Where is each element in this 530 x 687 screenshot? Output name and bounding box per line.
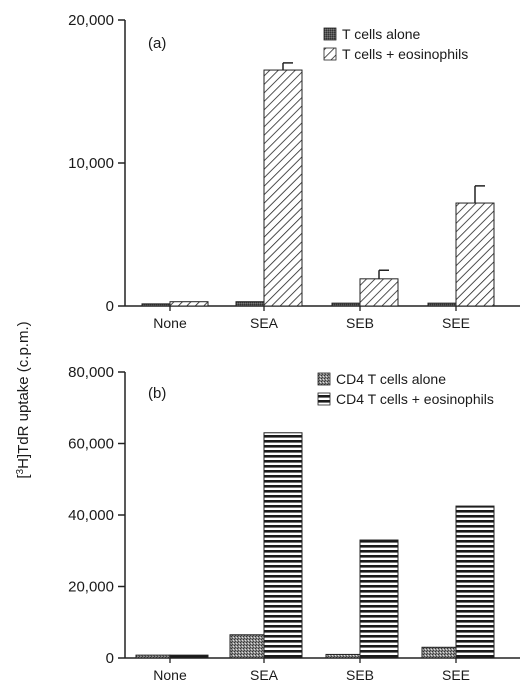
panel-b-category-label: SEE: [442, 667, 470, 683]
panel-a-category-label: SEB: [346, 315, 374, 331]
panel-a: (a) T cells alone T cells + eosinophils …: [68, 12, 520, 331]
panel-a-category-label: SEA: [250, 315, 279, 331]
legend-a-label-1: T cells + eosinophils: [342, 46, 468, 62]
panel-a-label: (a): [148, 35, 166, 52]
legend-a-swatch-0: [323, 27, 337, 41]
legend-a-swatch-1: [323, 47, 337, 61]
panel-b-category-label: None: [153, 667, 187, 683]
y-axis-title-prefix: [: [15, 474, 32, 479]
panel-b-bar-alone-seb: [325, 653, 361, 659]
panel-b-category-label: SEA: [250, 667, 279, 683]
panel-b-label: (b): [148, 385, 166, 402]
legend-a-label-0: T cells alone: [342, 26, 421, 42]
legend-b-label-0: CD4 T cells alone: [336, 371, 446, 387]
panel-b: (b) CD4 T cells alone CD4 T cells + eosi…: [68, 364, 520, 683]
panel-b-bar-with-eosinophils-none: [169, 654, 209, 659]
panel-a-legend: T cells alone T cells + eosinophils: [323, 26, 468, 62]
panel-b-bar-with-eosinophils-see: [455, 505, 495, 659]
panel-a-bar-with-eosinophils-see: [455, 202, 495, 307]
panel-a-bar-alone-sea: [235, 301, 265, 307]
panel-b-legend: CD4 T cells alone CD4 T cells + eosinoph…: [317, 371, 494, 407]
legend-b-label-1: CD4 T cells + eosinophils: [336, 391, 494, 407]
panel-a-bar-alone-none: [141, 303, 171, 307]
panel-b-bar-with-eosinophils-seb: [359, 539, 399, 659]
panel-b-y-tick-label: 80,000: [68, 364, 114, 381]
panel-a-category-label: None: [153, 315, 187, 331]
panel-a-bar-with-eosinophils-seb: [359, 278, 399, 307]
y-axis-title-rest: H]TdR uptake (c.p.m.): [15, 321, 32, 469]
panel-b-plot: 80,000 60,000 40,000 20,000 0 None SEA SEB SEE: [68, 364, 520, 683]
panel-a-bar-alone-see: [427, 302, 457, 307]
panel-b-y-tick-label: 40,000: [68, 507, 114, 524]
y-axis-title: [3H]TdR uptake (c.p.m.): [15, 321, 33, 478]
panel-b-y-tick-label: 60,000: [68, 436, 114, 453]
panel-b-bar-alone-none: [135, 654, 171, 659]
panel-a-y-tick-label: 10,000: [68, 155, 114, 172]
panel-a-y-tick-label: 20,000: [68, 12, 114, 29]
legend-b-swatch-0: [317, 372, 331, 386]
panel-b-y-tick-label: 20,000: [68, 579, 114, 596]
panel-a-bar-with-eosinophils-none: [169, 301, 209, 307]
y-axis-title-superscript: 3: [15, 468, 26, 474]
panel-b-bar-alone-see: [421, 646, 457, 659]
panel-b-bar-alone-sea: [229, 634, 265, 659]
panel-a-y-tick-label: 0: [106, 298, 114, 315]
panel-a-bar-with-eosinophils-sea: [263, 69, 303, 307]
legend-b-swatch-1: [317, 392, 331, 406]
panel-b-bar-with-eosinophils-sea: [263, 432, 303, 659]
panel-a-plot: 20,000 10,000 0 None SEA SEB SEE: [68, 12, 520, 331]
panel-a-bar-alone-seb: [331, 302, 361, 307]
panel-a-category-label: SEE: [442, 315, 470, 331]
panel-b-y-tick-label: 0: [106, 650, 114, 667]
panel-b-category-label: SEB: [346, 667, 374, 683]
